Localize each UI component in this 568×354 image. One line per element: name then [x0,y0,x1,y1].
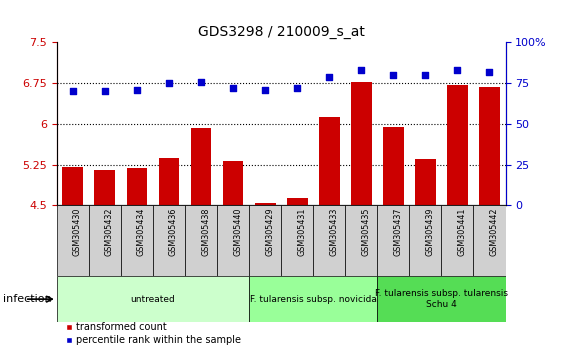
Text: untreated: untreated [131,295,176,304]
Point [68,88,77,94]
Bar [57,205,89,276]
Bar [121,205,153,276]
Text: GSM305433: GSM305433 [329,207,338,256]
Point [421,72,430,78]
Bar [447,85,468,205]
Text: GSM305442: GSM305442 [490,207,499,256]
Bar [474,205,506,276]
Bar [185,205,217,276]
Bar [319,118,340,205]
Bar [127,169,147,205]
Text: GSM305439: GSM305439 [425,207,435,256]
Bar [441,205,474,276]
Text: GSM305430: GSM305430 [73,207,82,256]
Text: F. tularensis subsp. tularensis
Schu 4: F. tularensis subsp. tularensis Schu 4 [375,290,508,309]
Point [485,69,494,75]
Bar [89,205,121,276]
Text: F. tularensis subsp. novicida: F. tularensis subsp. novicida [250,295,377,304]
Point [101,88,110,94]
Bar [377,205,410,276]
Text: GSM305432: GSM305432 [105,207,114,256]
Point [164,80,173,86]
Point [325,74,334,80]
Text: GSM305431: GSM305431 [297,207,306,256]
Bar [94,170,115,205]
Text: GSM305441: GSM305441 [457,207,466,256]
Bar [281,205,313,276]
Bar [217,205,249,276]
Bar [57,276,249,322]
Point [357,67,366,73]
Bar [62,167,83,205]
Bar [313,205,345,276]
Point [261,87,270,92]
Bar [479,87,500,205]
Point [197,79,206,84]
Point [293,85,302,91]
Bar [410,205,441,276]
Point [389,72,398,78]
Point [228,85,237,91]
Text: GSM305429: GSM305429 [265,207,274,256]
Bar [351,81,371,205]
Bar [345,205,377,276]
Bar [223,161,244,205]
Bar [249,276,377,322]
Bar [249,205,281,276]
Text: GSM305436: GSM305436 [169,207,178,256]
Text: GSM305437: GSM305437 [393,207,402,256]
Text: GSM305434: GSM305434 [137,207,146,256]
Bar [415,159,436,205]
Title: GDS3298 / 210009_s_at: GDS3298 / 210009_s_at [198,25,365,39]
Point [132,87,141,92]
Text: GSM305440: GSM305440 [233,207,242,256]
Bar [153,205,185,276]
Bar [254,202,275,205]
Legend: transformed count, percentile rank within the sample: transformed count, percentile rank withi… [62,319,245,349]
Bar [383,127,404,205]
Text: infection: infection [3,294,52,304]
Text: GSM305435: GSM305435 [361,207,370,256]
Bar [158,158,179,205]
Bar [287,198,308,205]
Point [453,67,462,73]
Text: GSM305438: GSM305438 [201,207,210,256]
Bar [377,276,506,322]
Bar [191,128,211,205]
